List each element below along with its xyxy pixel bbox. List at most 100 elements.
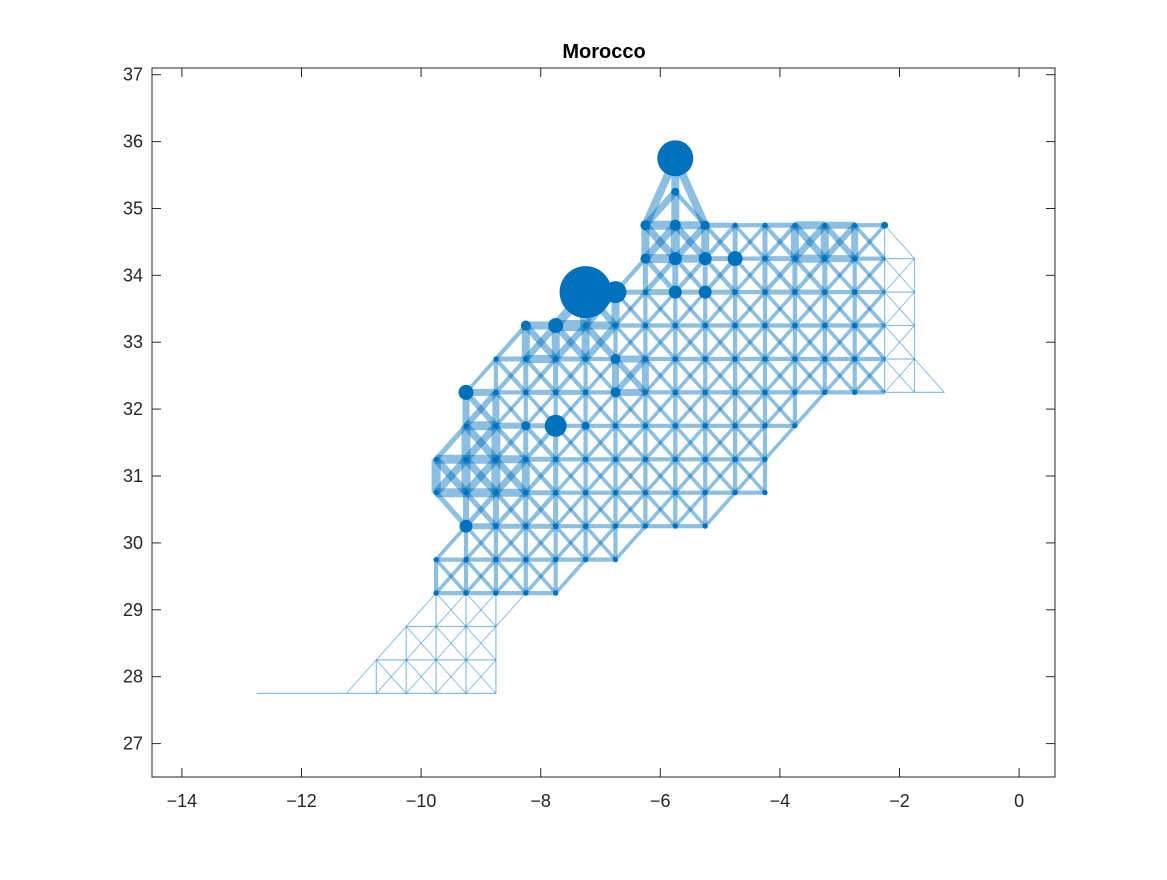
network-edge xyxy=(673,324,707,361)
network-node xyxy=(732,289,738,295)
network-edge xyxy=(465,592,497,627)
network-node xyxy=(732,222,738,228)
network-node xyxy=(702,456,708,462)
network-edge xyxy=(763,324,797,361)
network-edge xyxy=(644,424,677,461)
network-edge xyxy=(793,257,827,294)
network-edge xyxy=(793,357,827,394)
network-node xyxy=(672,456,678,462)
network-edges xyxy=(256,156,945,695)
network-edge xyxy=(584,391,617,428)
x-tick-label: −10 xyxy=(406,791,437,811)
network-node xyxy=(553,590,559,596)
network-node xyxy=(762,322,768,329)
network-node xyxy=(642,490,649,496)
network-edge xyxy=(822,223,857,261)
network-node xyxy=(583,356,589,362)
network-node xyxy=(612,322,619,329)
network-edge xyxy=(494,524,528,561)
network-edge xyxy=(614,424,647,461)
network-node xyxy=(583,490,589,496)
x-tick-label: −14 xyxy=(167,791,198,811)
network-edge xyxy=(464,524,498,561)
network-node xyxy=(523,356,529,362)
network-node xyxy=(553,389,559,395)
network-edge xyxy=(583,323,619,362)
network-node xyxy=(822,256,828,262)
network-edge xyxy=(524,491,558,528)
network-node xyxy=(433,490,439,496)
network-node xyxy=(544,414,567,437)
network-edge xyxy=(673,290,707,327)
network-edge xyxy=(463,456,499,496)
network-edge xyxy=(614,491,647,528)
network-edge xyxy=(524,558,558,595)
network-node xyxy=(581,421,590,430)
network-edge xyxy=(673,257,707,294)
network-node xyxy=(612,557,619,563)
network-edge xyxy=(733,223,767,260)
network-edge xyxy=(584,524,617,561)
network-node xyxy=(732,423,738,429)
network-edge xyxy=(463,423,499,462)
network-node xyxy=(463,557,469,563)
network-node xyxy=(762,389,768,395)
network-edge xyxy=(553,323,589,362)
network-edge xyxy=(644,357,677,394)
network-edge xyxy=(614,458,647,494)
network-edge xyxy=(703,357,737,394)
network-edge xyxy=(673,424,707,461)
network-node xyxy=(822,322,828,329)
network-node xyxy=(852,322,858,329)
network-edge xyxy=(884,358,915,393)
network-node xyxy=(553,557,559,563)
network-edge xyxy=(853,324,886,361)
network-edge xyxy=(584,424,617,461)
network-edge xyxy=(853,257,886,294)
network-node xyxy=(881,221,889,229)
network-node xyxy=(523,490,529,496)
network-edge xyxy=(792,222,828,261)
network-edge xyxy=(644,491,677,528)
network-edge xyxy=(584,458,617,494)
network-edge xyxy=(494,324,528,361)
network-edge xyxy=(554,524,587,561)
network-node xyxy=(520,320,531,331)
network-edge xyxy=(733,324,767,361)
network-edge xyxy=(554,491,587,528)
network-node xyxy=(672,523,678,529)
network-node xyxy=(493,389,499,395)
network-edge xyxy=(584,491,617,528)
network-node xyxy=(433,590,439,596)
network-node xyxy=(604,281,627,304)
network-edge xyxy=(434,524,468,561)
network-edge xyxy=(346,659,377,694)
network-edge xyxy=(614,391,647,428)
network-node xyxy=(493,523,499,529)
network-edge xyxy=(493,457,529,495)
network-node xyxy=(698,285,712,299)
network-node xyxy=(463,456,469,462)
network-edge xyxy=(914,358,945,393)
network-edge xyxy=(733,290,767,327)
network-edge xyxy=(643,256,678,294)
network-edge xyxy=(823,357,857,394)
network-node xyxy=(523,389,529,395)
network-node xyxy=(852,289,858,295)
network-node xyxy=(671,187,680,196)
network-node xyxy=(792,256,798,262)
network-node xyxy=(583,456,589,462)
network-node xyxy=(523,523,529,529)
network-edge xyxy=(493,457,529,495)
y-tick-label: 34 xyxy=(123,265,143,285)
network-edge xyxy=(673,324,707,361)
network-edge xyxy=(823,324,857,361)
network-edge xyxy=(793,290,827,327)
y-tick-label: 28 xyxy=(123,667,143,687)
network-edge xyxy=(614,324,647,361)
network-edge xyxy=(614,458,647,494)
network-edge xyxy=(703,290,737,327)
network-edge xyxy=(703,458,737,494)
network-node xyxy=(612,423,619,429)
